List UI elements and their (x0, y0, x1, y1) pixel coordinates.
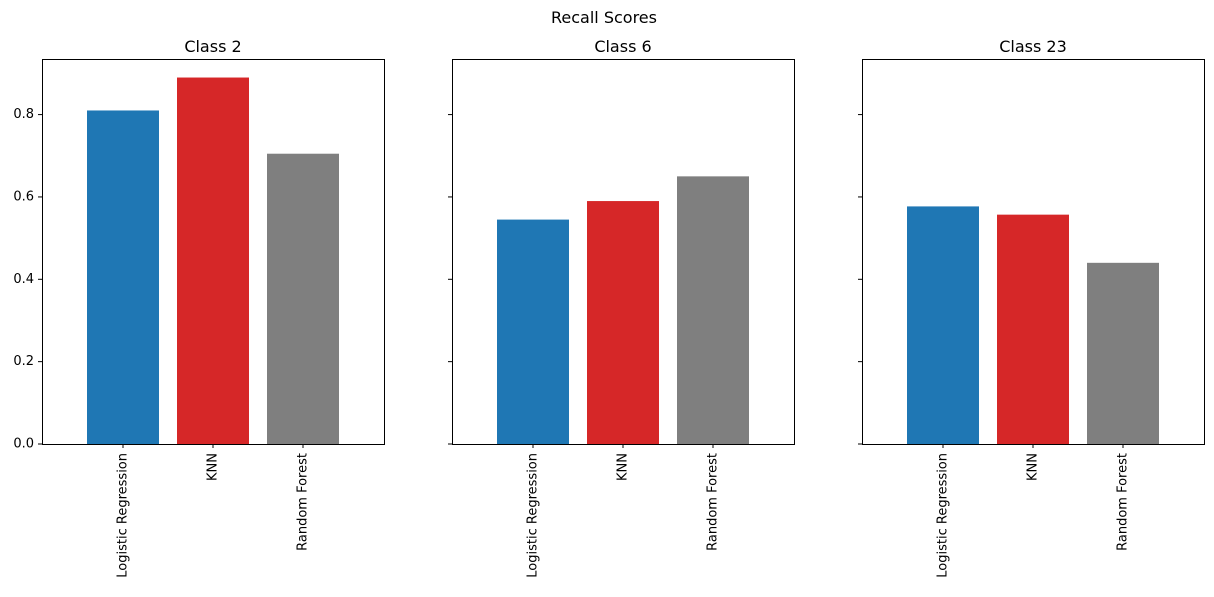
panel-title: Class 23 (999, 37, 1067, 56)
panel-title: Class 6 (594, 37, 651, 56)
y-tick-label: 0.0 (13, 437, 34, 452)
x-tick-label: KNN (1026, 453, 1041, 481)
chart-panels: Class 2 Logistic Regression KNN Random Fore… (13, 37, 1205, 578)
bar-logistic-regression (907, 206, 979, 444)
axes-frame (42, 59, 385, 445)
figure-title: Recall Scores (551, 8, 657, 27)
bar-random-forest (677, 176, 749, 444)
x-tick-label: Logistic Regression (936, 453, 951, 578)
y-tick-label: 0.4 (13, 272, 34, 287)
y-tick-label: 0.2 (13, 354, 34, 369)
y-tick-label: 0.8 (13, 107, 34, 122)
x-tick-label: KNN (616, 453, 631, 481)
bar-knn (997, 214, 1069, 444)
axes-frame (862, 59, 1205, 445)
x-tick-label: Random Forest (1116, 453, 1131, 551)
x-tick-label: Logistic Regression (526, 453, 541, 578)
y-tick-label: 0.6 (13, 189, 34, 204)
panel-1: Class 2 Logistic Regression KNN Random Fore… (13, 37, 385, 578)
bar-random-forest (1087, 262, 1159, 444)
bar-random-forest (267, 153, 339, 444)
x-tick-label: Logistic Regression (116, 453, 131, 578)
bar-logistic-regression (497, 219, 569, 444)
bar-knn (177, 77, 249, 444)
panel-2: Class 6 Logistic Regression KNN Random Fore… (448, 37, 795, 578)
axes-frame (452, 59, 795, 445)
x-tick-label: Random Forest (296, 453, 311, 551)
bar-logistic-regression (87, 110, 159, 444)
panel-3: Class 23 Logistic Regression KNN Random For… (858, 37, 1205, 578)
bar-knn (587, 201, 659, 444)
x-tick-label: KNN (206, 453, 221, 481)
panel-title: Class 2 (184, 37, 241, 56)
x-tick-label: Random Forest (706, 453, 721, 551)
